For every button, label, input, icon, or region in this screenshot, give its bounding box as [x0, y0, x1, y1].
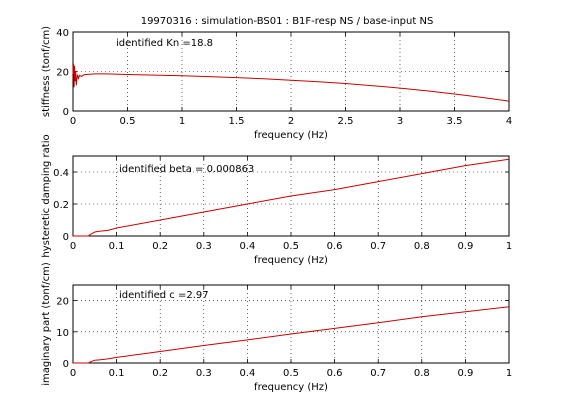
- x-tick-label: 0.8: [414, 241, 430, 252]
- x-tick-label: 3.5: [447, 116, 463, 127]
- x-tick-label: 0.4: [239, 241, 255, 252]
- series-line: [73, 306, 510, 364]
- x-tick-label: 0.4: [239, 368, 255, 379]
- x-tick-label: 0.3: [196, 241, 212, 252]
- x-tick-label: 3: [397, 116, 403, 127]
- x-tick-label: 1: [506, 241, 512, 252]
- x-tick-label: 1.5: [229, 116, 245, 127]
- x-tick-label: 0.5: [283, 368, 299, 379]
- identified-value-annotation: identified Kn =18.8: [116, 38, 213, 49]
- x-tick-label: 0.5: [283, 241, 299, 252]
- x-tick-label: 2.5: [338, 116, 354, 127]
- x-tick-label: 0.5: [120, 116, 136, 127]
- figure-title: 19970316 : simulation-BS01 : B1F-resp NS…: [141, 16, 434, 27]
- x-tick-label: 0.3: [196, 368, 212, 379]
- x-tick-label: 0: [70, 116, 76, 127]
- x-tick-label: 0.2: [152, 368, 168, 379]
- chart-panel-2: 0 0.1 0.2 0.3 0.4 0.5 0.6 0.7 0.8 0.9 1 0 0.2 0.4 freq…: [41, 134, 512, 266]
- y-tick-label: 40: [56, 28, 69, 39]
- y-axis-label: stiffness (tonf/cm): [41, 26, 52, 117]
- x-tick-label: 0: [70, 241, 76, 252]
- x-axis-label: frequency (Hz): [254, 255, 328, 266]
- chart-panel-3: 0 0.1 0.2 0.3 0.4 0.5 0.6 0.7 0.8 0.9 101020freque…: [41, 262, 512, 393]
- x-axis-label: frequency (Hz): [254, 382, 328, 393]
- x-tick-label: 2: [288, 116, 294, 127]
- x-axis-label: frequency (Hz): [254, 130, 328, 141]
- x-tick-label: 1: [179, 116, 185, 127]
- x-tick-label: 0.7: [370, 241, 386, 252]
- x-tick-label: 0.1: [109, 241, 125, 252]
- x-tick-label: 0.6: [327, 368, 343, 379]
- y-axis-label: imaginary part (tonf/cm): [41, 262, 52, 386]
- x-tick-label: 1: [506, 368, 512, 379]
- y-tick-label: 0: [63, 107, 69, 118]
- x-tick-label: 0.9: [457, 368, 473, 379]
- x-tick-label: 4: [506, 116, 512, 127]
- y-tick-label: 0: [63, 232, 69, 243]
- x-tick-label: 0.9: [457, 241, 473, 252]
- identified-value-annotation: identified beta = 0.000863: [119, 164, 254, 175]
- y-tick-label: 10: [56, 328, 69, 339]
- y-tick-label: 20: [56, 297, 69, 308]
- y-tick-label: 0.2: [53, 200, 69, 211]
- x-tick-label: 0.1: [109, 368, 125, 379]
- x-tick-label: 0: [70, 368, 76, 379]
- series-line: [72, 63, 510, 102]
- y-tick-label: 0: [63, 359, 69, 370]
- x-tick-label: 0.6: [327, 241, 343, 252]
- series-line: [73, 158, 510, 237]
- x-tick-label: 0.7: [370, 368, 386, 379]
- x-tick-label: 0.2: [152, 241, 168, 252]
- x-tick-label: 0.8: [414, 368, 430, 379]
- y-tick-label: 0.4: [53, 168, 69, 179]
- identified-value-annotation: identified c =2.97: [119, 290, 209, 301]
- y-axis-label: hysteretic damping ratio: [41, 134, 52, 257]
- y-tick-label: 20: [56, 68, 69, 79]
